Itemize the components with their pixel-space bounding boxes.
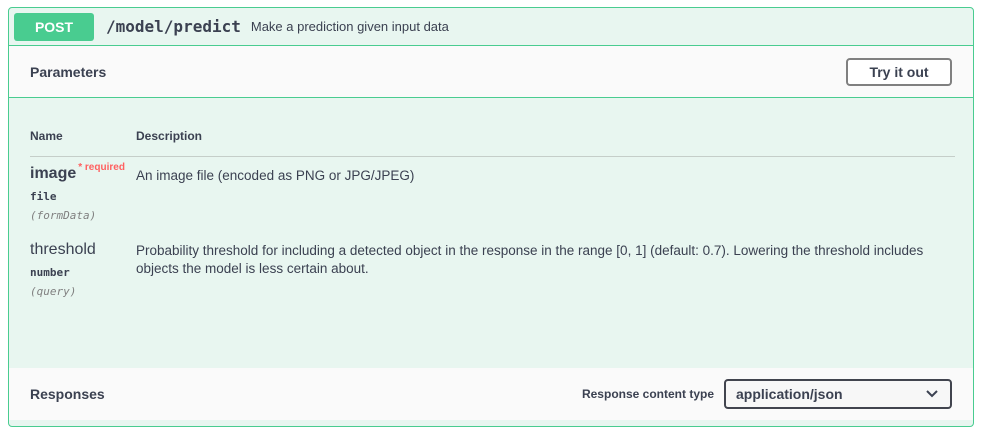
param-threshold-location: (query) bbox=[30, 285, 77, 298]
param-threshold-description: Probability threshold for including a de… bbox=[136, 243, 924, 276]
param-image-description: An image file (encoded as PNG or JPG/JPE… bbox=[136, 168, 415, 183]
operation-block-post-model-predict: POST /model/predict Make a prediction gi… bbox=[8, 7, 974, 427]
param-name-text: threshold bbox=[30, 241, 96, 258]
column-description: Description bbox=[136, 129, 203, 143]
response-content-type-select[interactable]: application/json bbox=[724, 379, 952, 409]
try-it-out-button[interactable]: Try it out bbox=[846, 57, 952, 86]
endpoint-summary: Make a prediction given input data bbox=[250, 19, 449, 34]
param-image-location: (formData) bbox=[30, 209, 97, 222]
http-method-badge: POST bbox=[14, 12, 94, 41]
param-threshold-type: number bbox=[30, 266, 70, 279]
responses-header: Responses Response content type applicat… bbox=[9, 368, 973, 420]
parameters-table-header: Name Description bbox=[30, 126, 955, 157]
chevron-down-icon bbox=[926, 390, 938, 398]
param-image-type: file bbox=[30, 190, 57, 203]
param-threshold-name: threshold bbox=[30, 241, 96, 259]
parameters-header: Parameters Try it out bbox=[9, 46, 973, 98]
response-content-type-label: Response content type bbox=[581, 387, 714, 401]
endpoint-path: /model/predict bbox=[106, 17, 241, 36]
required-marker: * required bbox=[78, 162, 125, 173]
param-image-name: image * required bbox=[30, 162, 125, 183]
operation-summary[interactable]: POST /model/predict Make a prediction gi… bbox=[9, 8, 973, 46]
responses-title: Responses bbox=[30, 386, 105, 402]
column-name: Name bbox=[30, 129, 63, 143]
selected-content-type: application/json bbox=[736, 386, 843, 402]
param-name-text: image bbox=[30, 165, 77, 182]
parameters-title: Parameters bbox=[30, 63, 107, 80]
